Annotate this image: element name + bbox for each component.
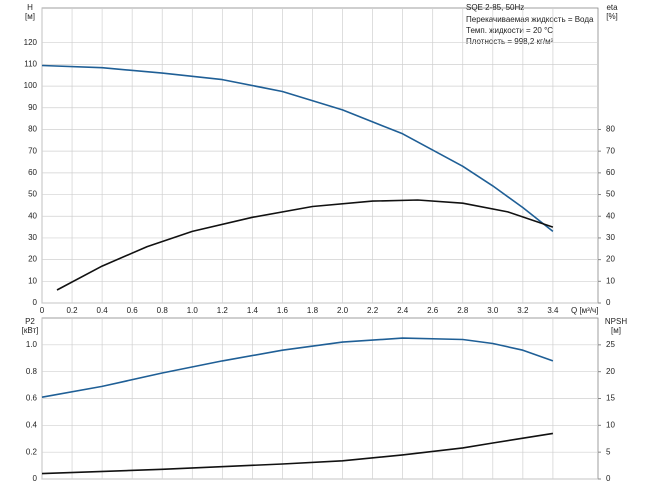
y2-tick-label: 40 [606, 211, 615, 220]
x-tick-label: 3.0 [487, 306, 499, 315]
y2-tick-label: 20 [606, 255, 615, 264]
y2-tick-label: 0 [606, 298, 611, 307]
y2-label: eta [606, 3, 618, 12]
y-tick-label: 40 [28, 211, 37, 220]
x-tick-label: 1.0 [187, 306, 199, 315]
y2-tick-label: 10 [606, 276, 615, 285]
x-tick-label: 2.2 [367, 306, 379, 315]
y-tick-label: 0.6 [26, 394, 38, 403]
x-tick-label: 0.6 [127, 306, 139, 315]
y2-tick-label: 0 [606, 474, 611, 483]
y-unit: [кВт] [22, 326, 39, 335]
x-tick-label: 0 [40, 306, 45, 315]
annotation: Перекачиваемая жидкость = Вода [466, 15, 594, 24]
series-line [56, 199, 554, 291]
x-tick-label: 1.6 [277, 306, 289, 315]
y-tick-label: 0 [33, 474, 38, 483]
y2-unit: [м] [611, 326, 621, 335]
y2-tick-label: 25 [606, 340, 615, 349]
y-tick-label: 0.4 [26, 420, 38, 429]
y2-tick-label: 10 [606, 420, 615, 429]
x-tick-label: 0.4 [97, 306, 109, 315]
chart-title: SQE 2-85, 50Hz [466, 3, 524, 12]
y-tick-label: 120 [24, 38, 38, 47]
y2-unit: [%] [606, 12, 618, 21]
annotation: Плотность = 998,2 кг/м³ [466, 37, 554, 46]
y2-label: NPSH [605, 317, 627, 326]
x-tick-label: 3.4 [547, 306, 559, 315]
x-tick-label: 0.8 [157, 306, 169, 315]
series-line [41, 432, 554, 475]
x-tick-label: 2.6 [427, 306, 439, 315]
x-tick-label: 1.8 [307, 306, 319, 315]
x-tick-label: 1.2 [217, 306, 229, 315]
y2-tick-label: 5 [606, 447, 611, 456]
y-tick-label: 0 [33, 298, 38, 307]
y-tick-label: 110 [24, 60, 37, 69]
y-tick-label: 20 [28, 255, 37, 264]
y-tick-label: 80 [28, 125, 37, 134]
series-line [41, 337, 554, 398]
plot-frame [41, 7, 599, 304]
y-tick-label: 10 [28, 276, 37, 285]
y2-tick-label: 20 [606, 367, 615, 376]
x-tick-label: 2.8 [457, 306, 469, 315]
x-tick-label: 2.4 [397, 306, 409, 315]
y-tick-label: 50 [28, 190, 37, 199]
y-tick-label: 70 [28, 146, 37, 155]
y-unit: [м] [25, 12, 35, 21]
x-tick-label: 1.4 [247, 306, 259, 315]
y-tick-label: 0.8 [26, 367, 38, 376]
y2-tick-label: 60 [606, 168, 615, 177]
annotation: Темп. жидкости = 20 °C [466, 26, 553, 35]
y2-tick-label: 30 [606, 233, 615, 242]
x-tick-label: 0.2 [66, 306, 78, 315]
y2-tick-label: 50 [606, 190, 615, 199]
x-tick-label: 2.0 [337, 306, 349, 315]
series-line [41, 64, 554, 233]
y-tick-label: 1.0 [26, 340, 38, 349]
y-label: H [27, 3, 33, 12]
y-tick-label: 100 [24, 81, 38, 90]
y-tick-label: 60 [28, 168, 37, 177]
y2-tick-label: 80 [606, 125, 615, 134]
y-label: P2 [25, 317, 35, 326]
x-label: Q [м³/ч] [571, 306, 598, 315]
y-tick-label: 0.2 [26, 447, 38, 456]
y2-tick-label: 70 [606, 146, 615, 155]
y2-tick-label: 15 [606, 394, 615, 403]
y-tick-label: 90 [28, 103, 37, 112]
x-tick-label: 3.2 [517, 306, 529, 315]
y-tick-label: 30 [28, 233, 37, 242]
